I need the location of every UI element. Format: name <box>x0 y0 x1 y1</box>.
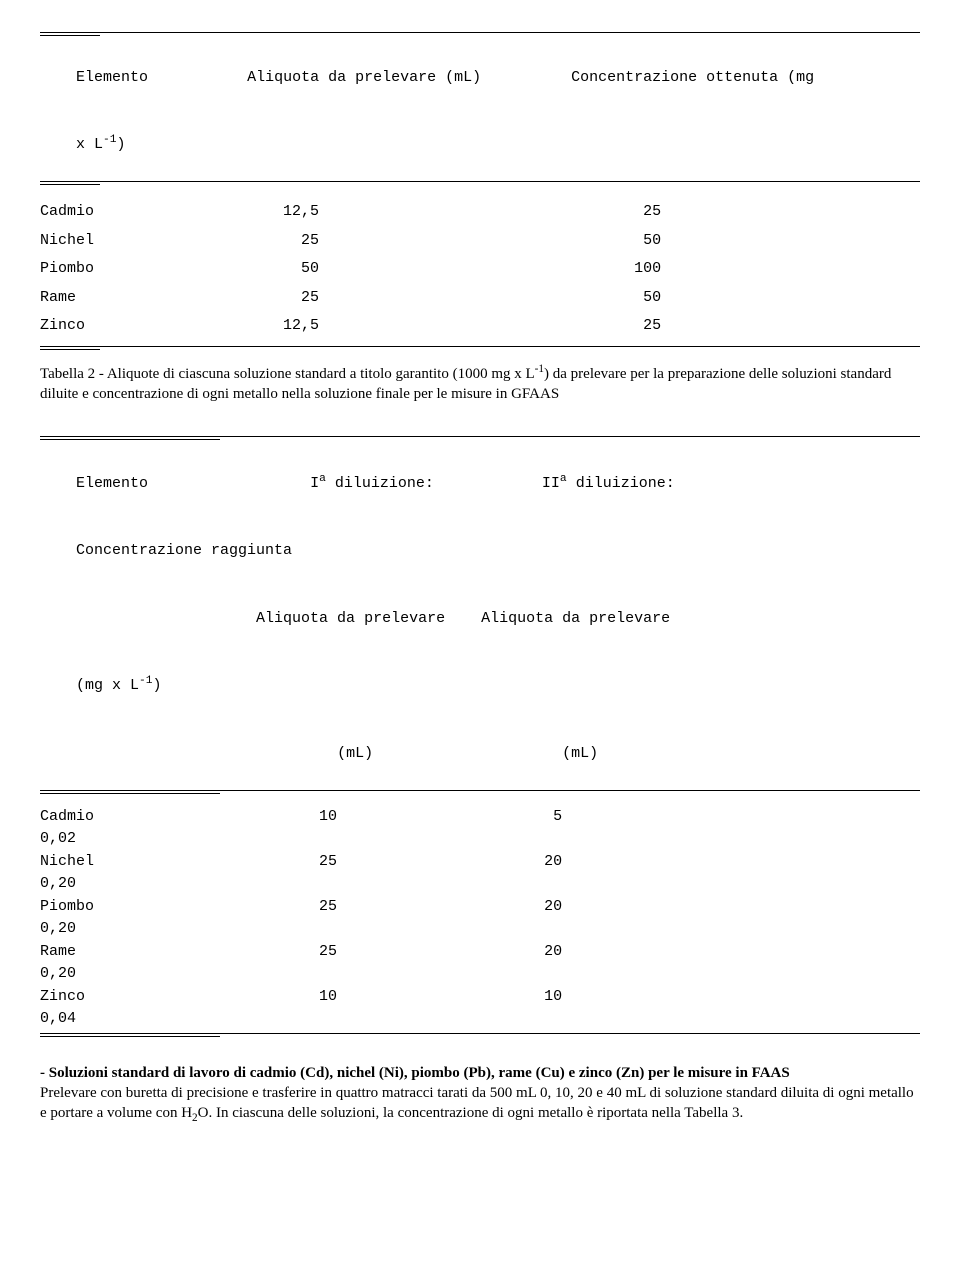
table-2-header-row-2: Concentrazione raggiunta <box>40 518 920 586</box>
header-aliquota: Aliquota da prelevare (mL) <box>247 69 481 86</box>
h-mg-pre: (mg x L <box>76 677 139 694</box>
h-d2-sup: a <box>560 473 567 485</box>
rule <box>40 1033 920 1034</box>
table-2: Elemento Ia diluizione: IIa diluizione: … <box>40 424 920 1037</box>
rule <box>40 793 220 794</box>
table-row: Nichel 25 50 <box>40 230 920 253</box>
table-2-header-row-4: (mg x L-1) <box>40 653 920 721</box>
header-sub-close: ) <box>117 136 126 153</box>
h-mg-sup: -1 <box>139 675 153 687</box>
rule <box>40 35 100 36</box>
body-paragraph: - Soluzioni standard di lavoro di cadmio… <box>40 1063 920 1124</box>
h-mg-post: ) <box>153 677 162 694</box>
table-1-header-row-2: x L-1) <box>40 112 920 180</box>
h-ml-2: (mL) <box>562 745 598 762</box>
table-2-header-row-3: Aliquota da prelevare Aliquota da prelev… <box>40 585 920 653</box>
table-row-sub: 0,20 <box>40 918 920 941</box>
table-row: Nichel 25 20 <box>40 851 920 874</box>
h-conc-ragg: Concentrazione raggiunta <box>76 542 292 559</box>
caption-sup: -1 <box>535 363 544 375</box>
h-d1-post: diluizione: <box>326 475 434 492</box>
h-d2-pre: II <box>542 475 560 492</box>
table-1-header-row-1: Elemento Aliquota da prelevare (mL) Conc… <box>40 44 920 112</box>
table-2-header-row-5: (mL) (mL) <box>40 720 920 788</box>
table-1: Elemento Aliquota da prelevare (mL) Conc… <box>40 32 920 350</box>
header-sub-sup: -1 <box>103 134 117 146</box>
table-row: Zinco 12,5 25 <box>40 315 920 338</box>
rule <box>40 349 100 350</box>
body-title: - Soluzioni standard di lavoro di cadmio… <box>40 1065 790 1081</box>
h-aliq-2: Aliquota da prelevare <box>481 610 670 627</box>
rule <box>40 346 920 347</box>
h-ml-1: (mL) <box>337 745 373 762</box>
table-row: Piombo 50 100 <box>40 258 920 281</box>
h-d1-pre: I <box>310 475 319 492</box>
table-row-sub: 0,02 <box>40 828 920 851</box>
header-conc: Concentrazione ottenuta (mg <box>571 69 814 86</box>
table-row-sub: 0,20 <box>40 963 920 986</box>
h-elemento: Elemento <box>76 475 148 492</box>
table-row: Rame 25 20 <box>40 941 920 964</box>
rule <box>40 32 920 33</box>
rule <box>40 439 220 440</box>
table-row-sub: 0,20 <box>40 873 920 896</box>
table-row: Cadmio 12,5 25 <box>40 201 920 224</box>
header-sub: x L <box>76 136 103 153</box>
rule <box>40 181 920 182</box>
h-d2-post: diluizione: <box>567 475 675 492</box>
table-row: Piombo 25 20 <box>40 896 920 919</box>
table-2-header-row-1: Elemento Ia diluizione: IIa diluizione: <box>40 450 920 518</box>
table-row: Zinco 10 10 <box>40 986 920 1009</box>
rule <box>40 1036 220 1037</box>
table-row-sub: 0,04 <box>40 1008 920 1031</box>
rule <box>40 790 920 791</box>
body-p1-mid: O. In ciascuna delle soluzioni, la conce… <box>198 1105 744 1121</box>
table-row: Rame 25 50 <box>40 287 920 310</box>
h-aliq-1: Aliquota da prelevare <box>256 610 445 627</box>
table-2-caption: Tabella 2 - Aliquote di ciascuna soluzio… <box>40 364 920 405</box>
h-d1-sup: a <box>319 473 326 485</box>
caption-pre: Tabella 2 - Aliquote di ciascuna soluzio… <box>40 366 535 382</box>
rule <box>40 184 100 185</box>
table-row: Cadmio 10 5 <box>40 806 920 829</box>
rule <box>40 436 920 437</box>
header-elemento: Elemento <box>76 69 148 86</box>
